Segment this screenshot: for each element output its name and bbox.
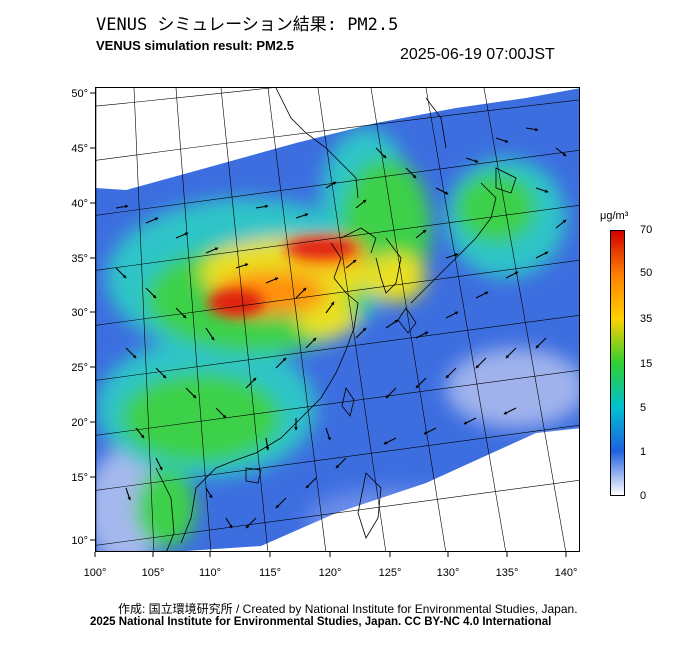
latitude-ticks (90, 92, 95, 541)
lon-label-130: 130° (437, 567, 460, 579)
colorbar-unit: μg/m³ (600, 210, 629, 222)
lon-label-120: 120° (319, 567, 342, 579)
lat-label-50: 50° (71, 88, 88, 100)
colorbar-label-35: 35 (640, 313, 653, 325)
credit-line: 作成: 国立環境研究所 / Created by National Instit… (118, 602, 578, 616)
map-panel (95, 87, 580, 552)
coastlines (155, 88, 517, 551)
lon-label-125: 125° (379, 567, 402, 579)
pm25-map (96, 88, 579, 551)
title-japanese: VENUS シミュレーション結果: PM2.5 (96, 15, 399, 35)
lat-label-15: 15° (71, 472, 88, 484)
lon-label-100: 100° (84, 567, 107, 579)
colorbar-label-0: 0 (640, 490, 647, 502)
timestamp: 2025-06-19 07:00JST (400, 46, 555, 63)
lon-label-105: 105° (142, 567, 165, 579)
lat-label-30: 30° (71, 307, 88, 319)
colorbar-label-50: 50 (640, 267, 653, 279)
lat-label-45: 45° (71, 143, 88, 155)
wind-vectors (115, 127, 567, 529)
colorbar-label-15: 15 (640, 358, 653, 370)
lat-label-35: 35° (71, 253, 88, 265)
lat-label-20: 20° (71, 417, 88, 429)
colorbar-label-1: 1 (640, 446, 647, 458)
colorbar-label-70: 70 (640, 224, 653, 236)
lat-label-10: 10° (71, 535, 88, 547)
lon-label-110: 110° (199, 567, 221, 579)
lat-label-40: 40° (71, 198, 88, 210)
colorbar-label-5: 5 (640, 402, 647, 414)
longitude-ticks (94, 552, 567, 557)
concentration-field (96, 88, 579, 551)
lat-label-25: 25° (71, 362, 88, 374)
lon-label-115: 115° (259, 567, 281, 579)
colorbar (610, 230, 625, 496)
lon-label-135: 135° (496, 567, 519, 579)
copyright-line: 2025 National Institute for Environmenta… (90, 616, 552, 628)
title-english: VENUS simulation result: PM2.5 (96, 38, 294, 53)
lon-label-140: 140° (555, 567, 578, 579)
